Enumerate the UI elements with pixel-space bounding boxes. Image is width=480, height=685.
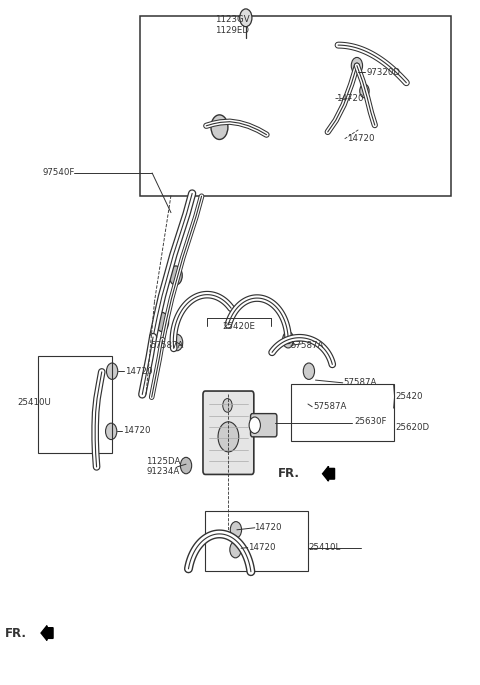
Circle shape xyxy=(156,312,168,332)
Text: 14720: 14720 xyxy=(123,425,150,434)
Circle shape xyxy=(106,423,117,440)
Circle shape xyxy=(223,399,232,412)
Text: 57587A: 57587A xyxy=(150,341,184,351)
Text: 14720: 14720 xyxy=(347,134,374,143)
Circle shape xyxy=(180,458,192,474)
Text: 25630F: 25630F xyxy=(354,417,386,426)
Text: 1123GV: 1123GV xyxy=(215,15,250,25)
Text: 25420E: 25420E xyxy=(223,321,256,331)
Text: 1129ED: 1129ED xyxy=(215,25,249,34)
Bar xyxy=(140,16,451,195)
Circle shape xyxy=(303,363,314,379)
Circle shape xyxy=(230,541,241,558)
Text: 57587A: 57587A xyxy=(344,378,377,387)
FancyArrow shape xyxy=(41,625,53,640)
Text: 25620D: 25620D xyxy=(396,423,430,432)
Bar xyxy=(291,384,394,441)
Circle shape xyxy=(283,332,294,348)
Circle shape xyxy=(171,334,183,351)
Text: FR.: FR. xyxy=(4,627,26,640)
Circle shape xyxy=(249,417,261,434)
Bar xyxy=(205,511,308,571)
Text: 91234A: 91234A xyxy=(146,467,179,476)
Text: 57587A: 57587A xyxy=(290,340,324,350)
FancyArrow shape xyxy=(323,466,335,481)
Text: 25410L: 25410L xyxy=(308,543,340,552)
Text: FR.: FR. xyxy=(277,467,300,480)
Text: 14720: 14720 xyxy=(125,366,153,375)
Text: 14720: 14720 xyxy=(254,523,282,532)
FancyBboxPatch shape xyxy=(203,391,254,475)
Text: 57587A: 57587A xyxy=(313,402,347,411)
Circle shape xyxy=(211,115,228,140)
Text: 25420: 25420 xyxy=(396,392,423,401)
FancyBboxPatch shape xyxy=(251,414,277,437)
Text: 25410U: 25410U xyxy=(17,398,51,407)
Text: 14720: 14720 xyxy=(336,94,364,103)
Circle shape xyxy=(240,9,252,27)
Circle shape xyxy=(230,521,241,538)
Circle shape xyxy=(351,58,362,74)
Bar xyxy=(38,356,112,453)
Text: 97540F: 97540F xyxy=(42,169,74,177)
Text: 1125DA: 1125DA xyxy=(146,457,180,466)
Text: 97320D: 97320D xyxy=(366,68,400,77)
Circle shape xyxy=(218,422,239,452)
Circle shape xyxy=(107,363,118,379)
Circle shape xyxy=(169,266,182,285)
Text: 14720: 14720 xyxy=(248,543,275,552)
Circle shape xyxy=(360,84,369,98)
